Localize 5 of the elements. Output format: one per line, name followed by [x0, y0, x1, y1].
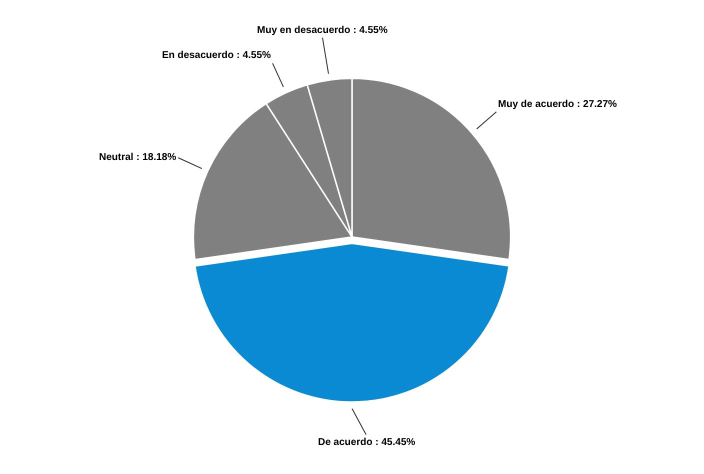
slice-label: Muy de acuerdo : 27.27%: [498, 99, 618, 110]
slice-label: Muy en desacuerdo : 4.55%: [257, 25, 388, 36]
slice-label: De acuerdo : 45.45%: [318, 437, 416, 448]
slice-label: En desacuerdo : 4.55%: [162, 50, 272, 61]
slice-label: Neutral : 18.18%: [99, 152, 176, 163]
